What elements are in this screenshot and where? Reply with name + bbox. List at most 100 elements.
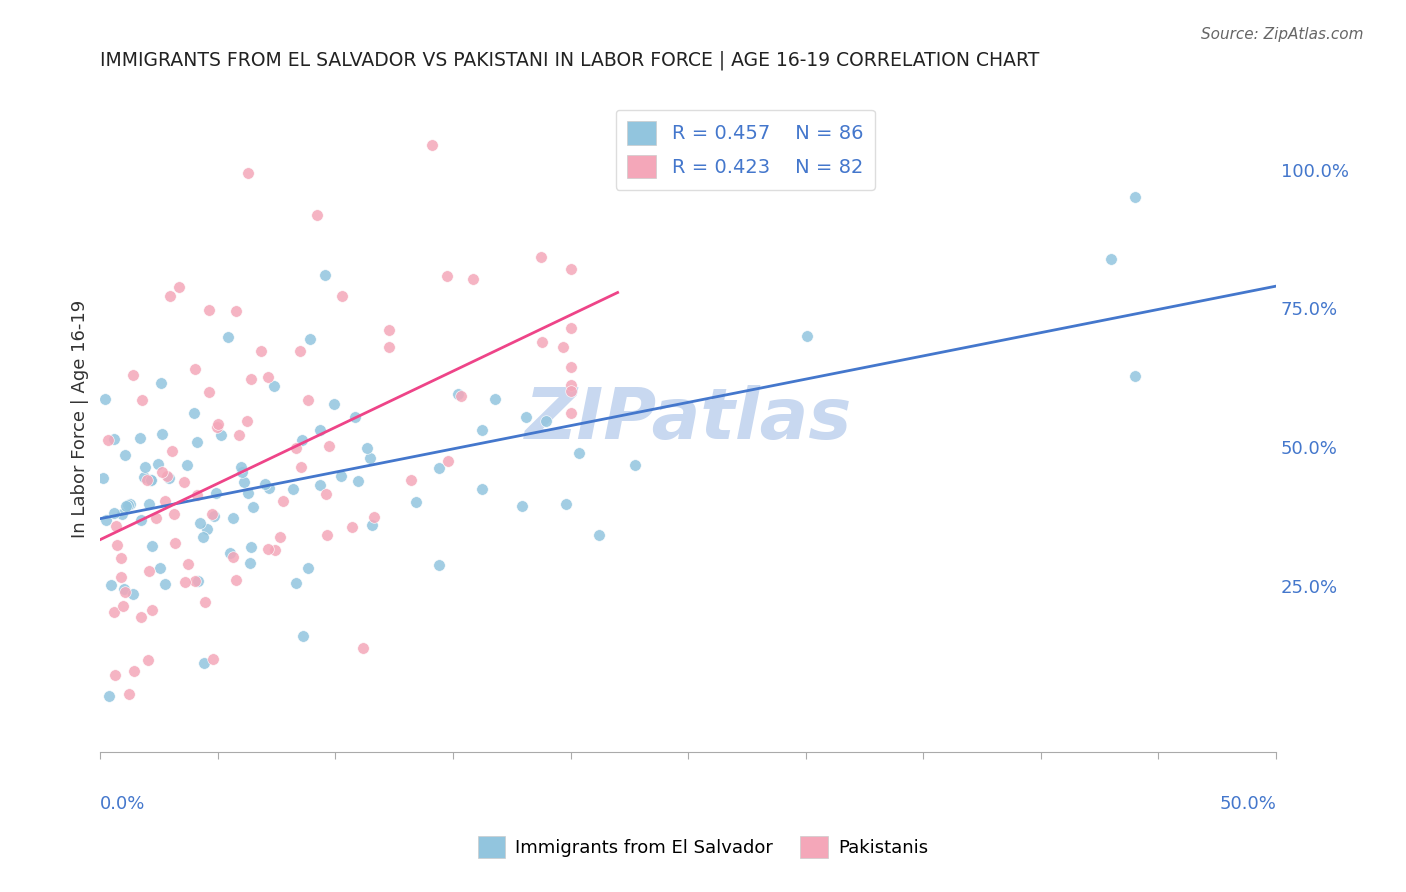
Point: [461, 271, 484, 285]
Point: [188, 516, 211, 530]
Point: [150, 427, 173, 442]
Point: [97, 433, 120, 447]
Point: [217, 330, 239, 344]
Point: [238, 486, 260, 500]
Point: [330, 289, 353, 303]
Text: Source: ZipAtlas.com: Source: ZipAtlas.com: [1201, 27, 1364, 42]
Point: [98, 690, 121, 704]
Point: [103, 605, 125, 619]
Point: [94, 513, 117, 527]
Point: [91, 470, 114, 484]
Point: [207, 420, 229, 434]
Point: [187, 574, 209, 588]
Point: [139, 473, 162, 487]
Point: [231, 460, 253, 475]
Point: [560, 261, 582, 276]
Point: [128, 431, 150, 445]
Point: [176, 458, 198, 473]
Point: [155, 493, 177, 508]
Point: [323, 397, 346, 411]
Point: [471, 423, 494, 437]
Point: [318, 439, 340, 453]
Legend: R = 0.457    N = 86, R = 0.423    N = 82: R = 0.457 N = 86, R = 0.423 N = 82: [616, 110, 875, 190]
Point: [160, 443, 183, 458]
Point: [152, 466, 174, 480]
Point: [231, 465, 253, 479]
Point: [623, 458, 645, 472]
Point: [222, 549, 245, 564]
Legend: Immigrants from El Salvador, Pakistanis: Immigrants from El Salvador, Pakistanis: [471, 829, 935, 865]
Point: [297, 393, 319, 408]
Point: [135, 473, 157, 487]
Point: [111, 507, 134, 521]
Point: [447, 387, 470, 401]
Point: [112, 599, 135, 613]
Text: ZIPatlas: ZIPatlas: [524, 384, 852, 454]
Point: [122, 368, 145, 382]
Point: [242, 500, 264, 514]
Point: [110, 550, 132, 565]
Point: [163, 536, 186, 550]
Point: [141, 603, 163, 617]
Point: [1101, 252, 1123, 266]
Point: [305, 208, 328, 222]
Point: [129, 609, 152, 624]
Point: [148, 457, 170, 471]
Point: [145, 510, 167, 524]
Point: [560, 360, 582, 375]
Point: [360, 518, 382, 533]
Point: [551, 340, 574, 354]
Point: [796, 329, 818, 343]
Point: [112, 582, 135, 597]
Point: [253, 477, 276, 491]
Point: [560, 406, 582, 420]
Point: [568, 445, 591, 459]
Point: [315, 528, 337, 542]
Point: [236, 414, 259, 428]
Point: [193, 530, 215, 544]
Point: [219, 546, 242, 560]
Point: [149, 561, 172, 575]
Point: [228, 427, 250, 442]
Point: [103, 507, 125, 521]
Point: [105, 538, 128, 552]
Point: [352, 640, 374, 655]
Point: [314, 268, 336, 283]
Point: [184, 362, 207, 376]
Point: [202, 509, 225, 524]
Point: [156, 469, 179, 483]
Point: [420, 137, 443, 152]
Point: [555, 497, 578, 511]
Point: [378, 323, 401, 337]
Point: [221, 511, 243, 525]
Point: [1123, 368, 1146, 383]
Text: IMMIGRANTS FROM EL SALVADOR VS PAKISTANI IN LABOR FORCE | AGE 16-19 CORRELATION : IMMIGRANTS FROM EL SALVADOR VS PAKISTANI…: [100, 51, 1039, 70]
Point: [115, 499, 138, 513]
Point: [173, 475, 195, 489]
Point: [129, 513, 152, 527]
Point: [347, 475, 370, 489]
Point: [205, 486, 228, 500]
Point: [114, 448, 136, 462]
Point: [560, 377, 582, 392]
Point: [530, 334, 553, 349]
Point: [236, 166, 259, 180]
Point: [207, 417, 229, 431]
Point: [249, 344, 271, 359]
Point: [329, 469, 352, 483]
Point: [263, 379, 285, 393]
Point: [291, 433, 314, 447]
Point: [163, 508, 186, 522]
Point: [359, 451, 381, 466]
Point: [437, 454, 460, 468]
Point: [197, 302, 219, 317]
Point: [141, 539, 163, 553]
Point: [174, 575, 197, 590]
Point: [225, 574, 247, 588]
Point: [298, 332, 321, 346]
Text: 50.0%: 50.0%: [1219, 795, 1277, 814]
Point: [284, 441, 307, 455]
Point: [269, 530, 291, 544]
Point: [110, 570, 132, 584]
Point: [104, 668, 127, 682]
